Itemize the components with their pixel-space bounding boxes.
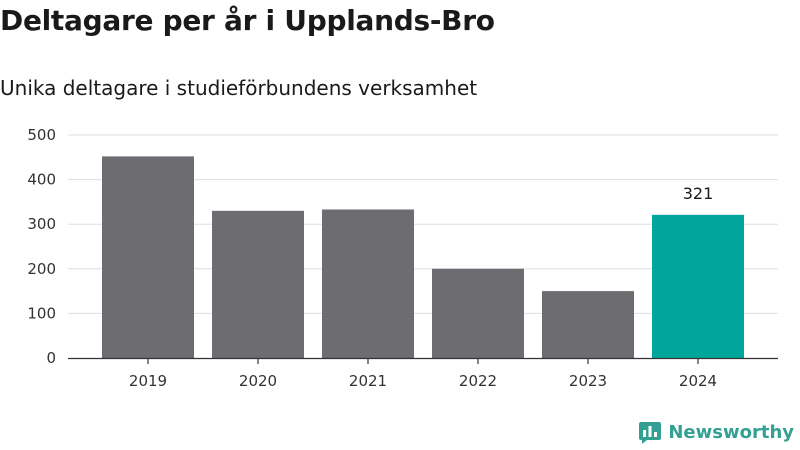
y-tick-label: 100 [27, 304, 56, 322]
x-axis [68, 357, 778, 364]
y-tick-label: 400 [27, 171, 56, 189]
bar-2021 [322, 209, 414, 358]
bar-2020 [212, 210, 304, 358]
bar-2022 [432, 268, 524, 358]
x-tick-label: 2021 [349, 372, 387, 390]
brand-name: Newsworthy [668, 421, 794, 443]
bar-2023 [542, 291, 634, 358]
x-tick-label: 2022 [459, 372, 497, 390]
bars [102, 156, 744, 358]
x-tick-label: 2024 [679, 372, 717, 390]
y-tick-label: 500 [27, 126, 56, 144]
bar-2024 [652, 214, 744, 358]
x-tick-label: 2023 [569, 372, 607, 390]
y-tick-label: 300 [27, 215, 56, 233]
data-label: 321 [683, 184, 714, 203]
x-tick-label: 2020 [239, 372, 277, 390]
bar-chart: 0 100 200 300 400 500 2019 2020 2021 2022 2023 2024… [27, 126, 778, 390]
bar-2019 [102, 156, 194, 358]
chart-title: Deltagare per år i Upplands-Bro [0, 4, 495, 37]
newsworthy-logo-icon [639, 422, 662, 444]
y-tick-label: 0 [46, 349, 56, 367]
x-tick-label: 2019 [129, 372, 167, 390]
chart-subtitle: Unika deltagare i studieförbundens verks… [0, 76, 478, 100]
labels: 0 100 200 300 400 500 2019 2020 2021 2022 2023 2024… [27, 126, 717, 390]
y-tick-label: 200 [27, 260, 56, 278]
brand-logo: Newsworthy [638, 420, 794, 444]
